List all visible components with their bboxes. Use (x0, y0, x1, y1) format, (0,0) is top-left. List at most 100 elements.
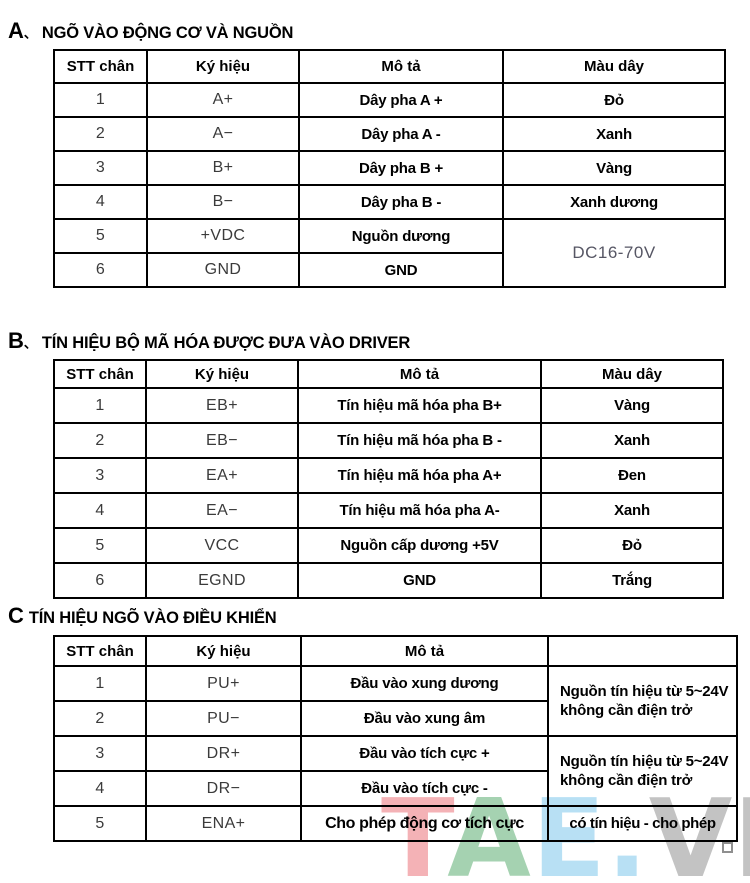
wire-color: Xanh dương (502, 184, 726, 220)
wire-color: Đỏ (502, 82, 726, 118)
col-header-symbol: Ký hiệu (145, 359, 299, 389)
table-row: 3 EA+ Tín hiệu mã hóa pha A+ Đen (53, 457, 724, 494)
pin-desc: Đầu vào tích cực + (300, 735, 549, 772)
section-a-letter: A (8, 18, 24, 43)
pin-number: 1 (53, 387, 147, 424)
pin-symbol: EA− (145, 492, 299, 529)
pulse-signal-note: Nguồn tín hiệu từ 5~24V không cần điện t… (547, 665, 738, 737)
pin-symbol: A+ (146, 82, 300, 118)
pin-desc: Nguồn dương (298, 218, 504, 254)
pin-number: 6 (53, 252, 148, 288)
pin-desc: Đầu vào xung dương (300, 665, 549, 702)
table-row: 5 ENA+ Cho phép động cơ tích cực có tín … (53, 805, 738, 842)
table-row: 6 GND GND (53, 252, 725, 288)
section-a-heading: NGÕ VÀO ĐỘNG CƠ VÀ NGUỒN (41, 24, 294, 42)
pin-symbol: DR+ (145, 735, 302, 772)
pin-number: 3 (53, 150, 148, 186)
pin-number: 2 (53, 700, 147, 737)
pin-number: 3 (53, 735, 147, 772)
pin-desc: Đầu vào xung âm (300, 700, 549, 737)
pin-number: 2 (53, 116, 148, 152)
table-row: 3 B+ Dây pha B + Vàng (53, 150, 726, 186)
power-range-cell: DC16-70V (502, 218, 726, 288)
section-b-delimiter: 、 (23, 336, 37, 351)
table-row: 4 B− Dây pha B - Xanh dương (53, 184, 726, 220)
section-c-heading: TÍN HIỆU NGÕ VÀO ĐIỀU KHIỂN (28, 609, 277, 627)
col-header-pin: STT chân (53, 49, 148, 84)
pin-desc: Dây pha B + (298, 150, 504, 186)
pin-desc: GND (297, 562, 542, 599)
pin-number: 4 (53, 492, 147, 529)
pin-symbol: PU− (145, 700, 302, 737)
section-c-letter: C (8, 603, 24, 628)
direction-signal-note: Nguồn tín hiệu từ 5~24V không cần điện t… (547, 735, 738, 807)
pin-symbol: EB− (145, 422, 299, 459)
table-row: 1 A+ Dây pha A + Đỏ (53, 82, 726, 118)
pin-symbol: +VDC (146, 218, 300, 254)
table-row: 5 +VDC Nguồn dương DC16-70V (53, 218, 726, 288)
pin-symbol: VCC (145, 527, 299, 564)
pin-number: 2 (53, 422, 147, 459)
col-header-empty (547, 635, 738, 667)
section-b-title: B、 TÍN HIỆU BỘ MÃ HÓA ĐƯỢC ĐƯA VÀO DRIVER (8, 328, 410, 354)
pin-desc: Cho phép động cơ tích cực (300, 805, 549, 842)
pin-number: 5 (53, 218, 148, 254)
pin-number: 3 (53, 457, 147, 494)
wire-color: Vàng (540, 387, 724, 424)
pin-symbol: ENA+ (145, 805, 302, 842)
pin-desc: Tín hiệu mã hóa pha A+ (297, 457, 542, 494)
col-header-desc: Mô tả (297, 359, 542, 389)
pin-symbol: B+ (146, 150, 300, 186)
pin-number: 5 (53, 527, 147, 564)
pin-number: 4 (53, 770, 147, 807)
col-header-pin: STT chân (53, 635, 147, 667)
pin-desc: Nguồn cấp dương +5V (297, 527, 542, 564)
pin-desc: Tín hiệu mã hóa pha A- (297, 492, 542, 529)
pin-desc: GND (298, 252, 504, 288)
watermark-letter: N (733, 777, 750, 883)
enable-note: có tín hiệu - cho phép (547, 805, 738, 842)
table-row: STT chân Ký hiệu Mô tả Màu dây (53, 49, 726, 84)
pin-symbol: DR− (145, 770, 302, 807)
table-row: 1 EB+ Tín hiệu mã hóa pha B+ Vàng (53, 387, 724, 424)
pin-number: 1 (53, 82, 148, 118)
col-header-desc: Mô tả (300, 635, 549, 667)
pin-desc: Dây pha B - (298, 184, 504, 220)
pin-symbol: GND (146, 252, 300, 288)
col-header-pin: STT chân (53, 359, 147, 389)
pin-number: 4 (53, 184, 148, 220)
section-a-delimiter: 、 (23, 26, 37, 41)
pin-desc: Dây pha A + (298, 82, 504, 118)
wire-color: Xanh (540, 492, 724, 529)
section-a-title: A、 NGÕ VÀO ĐỘNG CƠ VÀ NGUỒN (8, 18, 293, 44)
control-input-table: STT chân Ký hiệu Mô tả 1 PU+ Đầu vào xun… (53, 635, 738, 842)
table-row: 4 DR− Đầu vào tích cực - (53, 770, 737, 807)
table-row: 5 VCC Nguồn cấp dương +5V Đỏ (53, 527, 724, 564)
col-header-symbol: Ký hiệu (146, 49, 300, 84)
section-c-title: C TÍN HIỆU NGÕ VÀO ĐIỀU KHIỂN (8, 603, 277, 629)
pin-symbol: B− (146, 184, 300, 220)
col-header-desc: Mô tả (298, 49, 504, 84)
table-row: 2 A− Dây pha A - Xanh (53, 116, 726, 152)
wire-color: Đen (540, 457, 724, 494)
wire-color: Xanh (502, 116, 726, 152)
table-row: 2 EB− Tín hiệu mã hóa pha B - Xanh (53, 422, 724, 459)
wire-color: Xanh (540, 422, 724, 459)
motor-power-table: STT chân Ký hiệu Mô tả Màu dây 1 A+ Dây … (53, 49, 726, 288)
col-header-color: Màu dây (540, 359, 724, 389)
pin-desc: Đầu vào tích cực - (300, 770, 549, 807)
table-row: 6 EGND GND Trắng (53, 562, 724, 599)
wire-color: Đỏ (540, 527, 724, 564)
pin-symbol: EA+ (145, 457, 299, 494)
pin-number: 1 (53, 665, 147, 702)
section-b-heading: TÍN HIỆU BỘ MÃ HÓA ĐƯỢC ĐƯA VÀO DRIVER (41, 334, 411, 352)
pin-number: 5 (53, 805, 147, 842)
col-header-symbol: Ký hiệu (145, 635, 302, 667)
wire-color: Vàng (502, 150, 726, 186)
resize-handle[interactable] (722, 842, 733, 853)
pin-number: 6 (53, 562, 147, 599)
pin-symbol: A− (146, 116, 300, 152)
table-row: STT chân Ký hiệu Mô tả Màu dây (53, 359, 724, 389)
pin-symbol: EB+ (145, 387, 299, 424)
